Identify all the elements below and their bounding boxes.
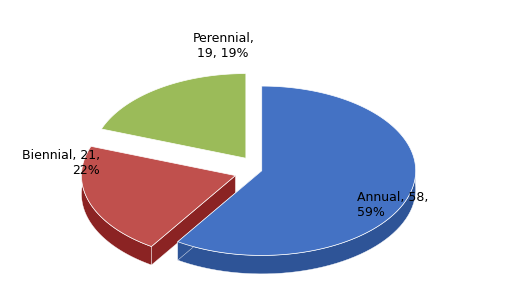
- Polygon shape: [101, 74, 246, 158]
- Polygon shape: [178, 165, 416, 274]
- Polygon shape: [178, 86, 416, 255]
- Text: Annual, 58,
59%: Annual, 58, 59%: [357, 191, 429, 219]
- Polygon shape: [81, 146, 235, 247]
- Text: Biennial, 21,
22%: Biennial, 21, 22%: [22, 149, 100, 177]
- Polygon shape: [81, 169, 151, 265]
- Polygon shape: [178, 171, 262, 260]
- Text: Perennial,
19, 19%: Perennial, 19, 19%: [192, 32, 254, 60]
- Polygon shape: [151, 175, 235, 265]
